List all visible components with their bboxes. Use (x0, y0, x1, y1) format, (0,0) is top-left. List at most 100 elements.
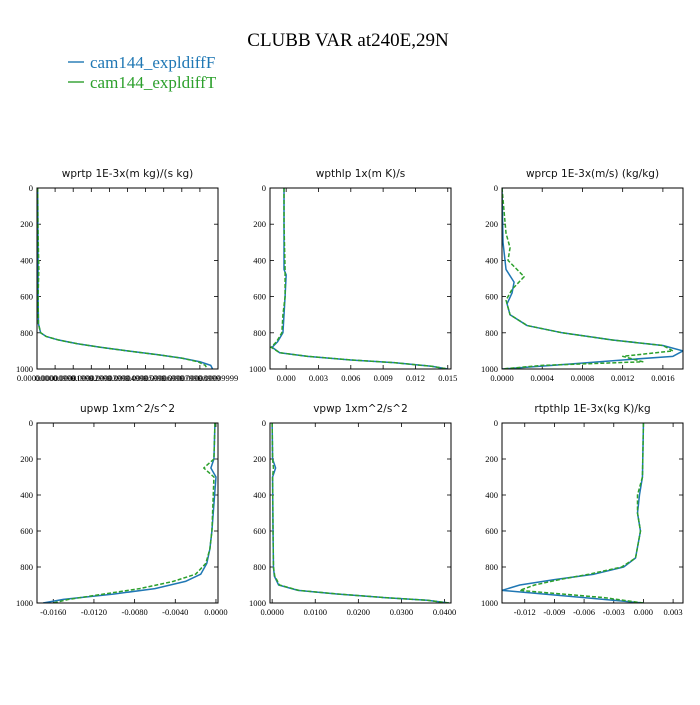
y-tick-label: 600 (485, 292, 498, 302)
x-tick-label: 0.000 (277, 373, 296, 383)
series-line-expldiffF (42, 423, 217, 603)
panel-wpthlp: wpthlp 1x(m K)/s 0 200 400 600 800 1000 0.000 0.… (249, 168, 457, 383)
panels: wprtp 1E-3x(m kg)/(s kg) 0 200 400 600 800 100… (16, 168, 684, 617)
y-tick-label: 1000 (249, 598, 266, 608)
x-tick-label: -0.012 (514, 607, 536, 617)
x-tick-label: 0.00001999 (53, 373, 93, 383)
y-tick-label: 600 (253, 526, 266, 536)
x-tick-label: 0.015 (438, 373, 457, 383)
y-tick-label: 600 (485, 526, 498, 536)
x-tick-label: -0.0120 (81, 607, 107, 617)
series-line-expldiffT (271, 423, 449, 603)
y-tick-label: 1000 (481, 598, 498, 608)
x-tick-label: 0.00008999 (180, 373, 220, 383)
panel-title-wpthlp: wpthlp 1x(m K)/s (316, 168, 406, 180)
y-tick-label: 0 (262, 183, 266, 193)
x-tick-label: 0.003 (664, 607, 683, 617)
y-tick-label: 400 (20, 255, 33, 265)
y-tick-label: 800 (253, 562, 266, 572)
x-tick-label: 0.000 (634, 607, 653, 617)
plot-frame (501, 187, 684, 370)
y-tick-label: 600 (253, 292, 266, 302)
x-tick-label: 0.0008 (571, 373, 594, 383)
x-tick-label: 0.012 (406, 373, 425, 383)
y-tick-label: 400 (485, 255, 498, 265)
y-tick-label: 200 (485, 219, 498, 229)
y-tick-label: 0 (29, 183, 33, 193)
y-tick-label: 200 (20, 219, 33, 229)
x-tick-label: -0.0160 (40, 607, 66, 617)
legend-label-expldiffT: cam144_expldiffT (90, 73, 217, 92)
y-tick-label: 1000 (249, 364, 266, 374)
x-tick-label: 0.0100 (304, 607, 327, 617)
y-tick-label: 800 (485, 562, 498, 572)
panel-wprcp: wprcp 1E-3x(m/s) (kg/kg) 0 200 400 600 800 100… (481, 168, 684, 383)
x-tick-label: 0.00003999 (89, 373, 129, 383)
y-tick-label: 1000 (16, 364, 33, 374)
x-tick-label: 0.00007999 (162, 373, 202, 383)
x-tick-label: 0.0004 (531, 373, 555, 383)
x-tick-label: 0.0000 (490, 373, 513, 383)
x-tick-label: -0.0080 (122, 607, 148, 617)
y-tick-label: 0 (494, 183, 498, 193)
y-tick-label: 800 (20, 328, 33, 338)
y-tick-label: 800 (253, 328, 266, 338)
y-tick-label: 0 (494, 418, 498, 428)
y-tick-label: 400 (253, 255, 266, 265)
panel-title-wprcp: wprcp 1E-3x(m/s) (kg/kg) (526, 168, 659, 180)
y-tick-label: 400 (20, 490, 33, 500)
panel-title-wprtp: wprtp 1E-3x(m kg)/(s kg) (62, 168, 193, 180)
y-tick-label: 200 (485, 454, 498, 464)
series-line-expldiffT (53, 423, 216, 603)
x-tick-label: 0.00002999 (71, 373, 111, 383)
x-tick-label: -0.009 (543, 607, 565, 617)
x-tick-label: 0.00000000 (17, 373, 57, 383)
y-tick-label: 600 (20, 526, 33, 536)
series-line-expldiffF (502, 423, 645, 603)
y-tick-label: 800 (20, 562, 33, 572)
x-tick-label: 0.00005999 (125, 373, 165, 383)
y-tick-label: 200 (20, 454, 33, 464)
legend-label-expldiffF: cam144_expldiffF (90, 53, 215, 72)
plot-frame (269, 187, 452, 370)
series-line-expldiffT (37, 188, 208, 369)
y-tick-label: 800 (485, 328, 498, 338)
y-tick-label: 1000 (481, 364, 498, 374)
series-line-expldiffT (519, 423, 645, 603)
plot-frame (269, 422, 452, 604)
x-tick-label: 0.00006999 (144, 373, 184, 383)
x-tick-label: 0.0300 (390, 607, 413, 617)
x-tick-label: 0.003 (309, 373, 328, 383)
x-tick-label: 0.00000999 (35, 373, 75, 383)
plot-frame (36, 422, 219, 604)
x-tick-label: 0.00004999 (107, 373, 147, 383)
figure-title: CLUBB VAR at240E,29N (247, 30, 449, 51)
y-tick-label: 600 (20, 292, 33, 302)
x-tick-label: 0.0000 (204, 607, 227, 617)
panel-upwp: upwp 1xm^2/s^2 0 200 400 600 800 1000 -0.0160 -0… (16, 403, 228, 617)
x-tick-label: -0.003 (603, 607, 625, 617)
series-line-expldiffT (502, 188, 674, 369)
series-line-expldiffF (271, 188, 448, 369)
panel-rtpthlp: rtpthlp 1E-3x(kg K)/kg 0 200 400 600 800 1000 -… (481, 403, 684, 617)
x-tick-label: -0.006 (573, 607, 595, 617)
panel-wprtp: wprtp 1E-3x(m kg)/(s kg) 0 200 400 600 800 100… (16, 168, 238, 383)
series-line-expldiffF (271, 423, 449, 603)
panel-title-vpwp: vpwp 1xm^2/s^2 (313, 403, 408, 415)
x-tick-label: 0.009 (374, 373, 393, 383)
x-tick-label: 0.00009999 (198, 373, 238, 383)
plot-frame (36, 187, 219, 370)
panel-title-rtpthlp: rtpthlp 1E-3x(kg K)/kg (534, 403, 650, 415)
y-tick-label: 400 (253, 490, 266, 500)
x-tick-label: 0.0016 (651, 373, 674, 383)
y-tick-label: 200 (253, 454, 266, 464)
x-tick-label: 0.0200 (347, 607, 370, 617)
x-tick-label: -0.0040 (162, 607, 188, 617)
series-line-expldiffF (502, 188, 683, 369)
plot-frame (501, 422, 684, 604)
y-tick-label: 200 (253, 219, 266, 229)
panel-title-upwp: upwp 1xm^2/s^2 (80, 403, 175, 415)
